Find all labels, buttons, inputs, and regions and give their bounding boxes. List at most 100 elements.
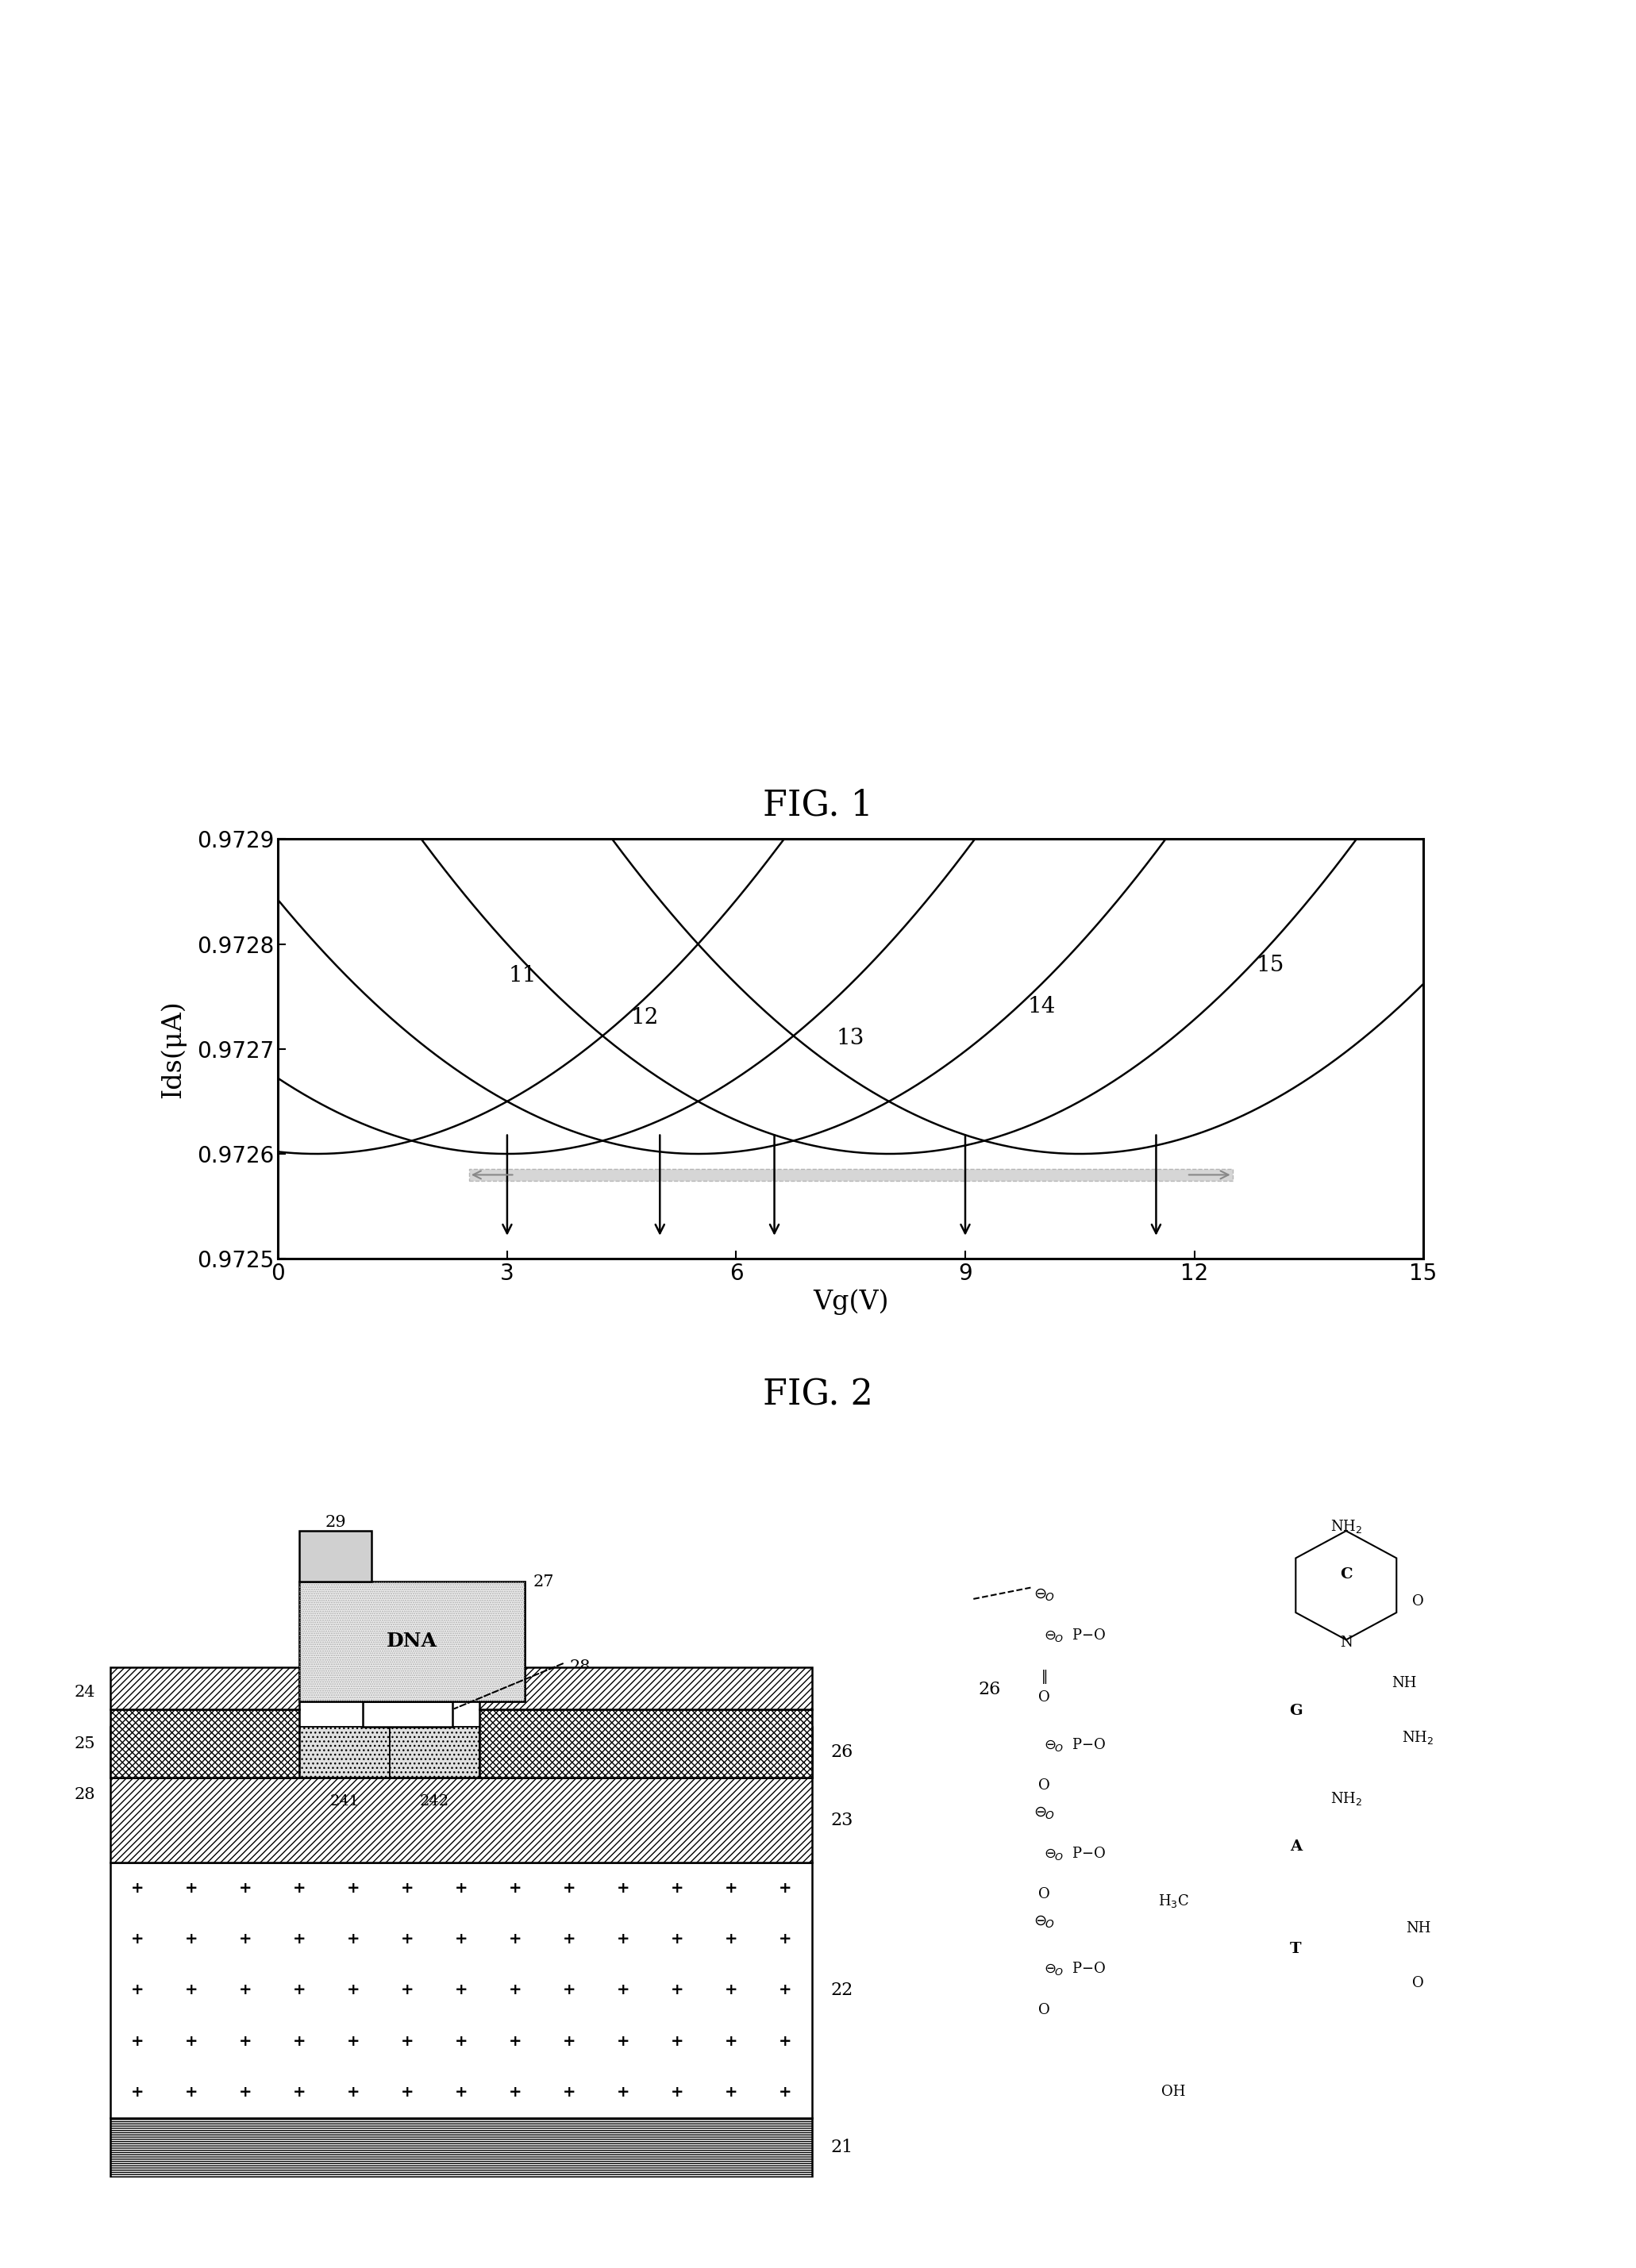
Y-axis label: Ids(μA): Ids(μA) — [160, 1000, 187, 1098]
Text: +: + — [347, 1982, 360, 1998]
Text: 13: 13 — [836, 1027, 865, 1050]
Text: +: + — [455, 2084, 468, 2100]
Text: 27: 27 — [533, 1574, 555, 1590]
Text: +: + — [455, 2034, 468, 2048]
Text: +: + — [131, 1982, 144, 1998]
Text: 241: 241 — [329, 1794, 360, 1810]
Text: $\ominus_{\!O}$: $\ominus_{\!O}$ — [1034, 1588, 1054, 1603]
Text: $\Vert$: $\Vert$ — [1040, 1667, 1047, 1685]
Text: $\ominus_{\!O}$  P$-$O: $\ominus_{\!O}$ P$-$O — [1044, 1735, 1106, 1753]
Text: 23: 23 — [831, 1812, 852, 1828]
Text: +: + — [725, 2084, 738, 2100]
Text: DNA: DNA — [386, 1633, 437, 1651]
Text: O: O — [1037, 1690, 1050, 1703]
Text: 14: 14 — [1027, 996, 1055, 1018]
Bar — [299, 1726, 389, 1778]
Text: +: + — [401, 2034, 414, 2048]
Text: +: + — [509, 2084, 522, 2100]
Text: +: + — [131, 2034, 144, 2048]
Text: $\ominus_{\!O}$  P$-$O: $\ominus_{\!O}$ P$-$O — [1044, 1960, 1106, 1978]
Text: FIG. 2: FIG. 2 — [762, 1377, 874, 1413]
Text: +: + — [563, 1880, 576, 1896]
Text: +: + — [779, 2034, 792, 2048]
Text: +: + — [455, 1982, 468, 1998]
Text: +: + — [293, 2034, 306, 2048]
Bar — [111, 2118, 813, 2177]
Text: +: + — [617, 2084, 630, 2100]
Text: +: + — [347, 2034, 360, 2048]
Bar — [389, 1726, 479, 1778]
Text: A: A — [1289, 1839, 1302, 1853]
Text: +: + — [671, 1982, 684, 1998]
Bar — [111, 1778, 813, 1862]
Text: +: + — [293, 1982, 306, 1998]
Text: +: + — [563, 2034, 576, 2048]
Text: +: + — [185, 1880, 198, 1896]
Text: +: + — [563, 1932, 576, 1946]
Bar — [111, 1710, 299, 1778]
Text: +: + — [131, 1880, 144, 1896]
Text: +: + — [185, 1932, 198, 1946]
Text: NH$_2$: NH$_2$ — [1330, 1789, 1363, 1808]
Text: +: + — [725, 1880, 738, 1896]
Text: T: T — [1289, 1941, 1302, 1955]
Text: G: G — [1289, 1703, 1302, 1717]
Bar — [111, 1862, 813, 2118]
Text: NH$_2$: NH$_2$ — [1330, 1517, 1363, 1535]
Text: N: N — [1340, 1635, 1353, 1649]
Text: +: + — [671, 2034, 684, 2048]
X-axis label: Vg(V): Vg(V) — [813, 1288, 888, 1315]
Bar — [479, 1667, 813, 1710]
Text: +: + — [293, 1932, 306, 1946]
Text: +: + — [725, 1932, 738, 1946]
Bar — [111, 1710, 299, 1778]
Bar — [111, 2118, 813, 2177]
Text: $\ominus_{\!O}$: $\ominus_{\!O}$ — [1034, 1914, 1054, 1930]
Text: +: + — [131, 1932, 144, 1946]
Text: $\ominus_{\!O}$  P$-$O: $\ominus_{\!O}$ P$-$O — [1044, 1844, 1106, 1862]
Text: +: + — [239, 1982, 252, 1998]
Text: +: + — [401, 1880, 414, 1896]
Text: 24: 24 — [75, 1685, 95, 1701]
Bar — [111, 1667, 299, 1710]
Text: +: + — [779, 1982, 792, 1998]
Bar — [111, 1778, 813, 1862]
Text: +: + — [347, 1880, 360, 1896]
Text: 12: 12 — [630, 1007, 659, 1027]
Bar — [479, 1710, 813, 1778]
Text: FIG. 1: FIG. 1 — [762, 787, 874, 823]
Text: H$_3$C: H$_3$C — [1158, 1892, 1189, 1910]
Bar — [479, 1667, 813, 1710]
Text: NH: NH — [1405, 1921, 1430, 1935]
Text: +: + — [725, 2034, 738, 2048]
Text: +: + — [239, 1880, 252, 1896]
Bar — [299, 1583, 524, 1701]
Bar — [299, 1531, 371, 1583]
Text: 22: 22 — [831, 1982, 852, 1998]
Text: +: + — [347, 2084, 360, 2100]
Text: +: + — [239, 2084, 252, 2100]
Text: +: + — [293, 2084, 306, 2100]
Text: +: + — [671, 2084, 684, 2100]
Bar — [470, 1168, 1232, 1182]
Text: 28: 28 — [569, 1660, 591, 1674]
Text: +: + — [131, 2084, 144, 2100]
Text: 28: 28 — [75, 1787, 95, 1803]
Text: +: + — [185, 2084, 198, 2100]
Text: 11: 11 — [509, 964, 537, 987]
Bar — [111, 1667, 299, 1710]
Text: +: + — [779, 1932, 792, 1946]
Text: +: + — [401, 1982, 414, 1998]
Text: O: O — [1037, 2003, 1050, 2016]
Text: +: + — [185, 2034, 198, 2048]
Bar — [111, 1726, 813, 1778]
Bar — [111, 1726, 813, 1778]
Bar — [479, 1710, 813, 1778]
Text: +: + — [779, 2084, 792, 2100]
Text: +: + — [347, 1932, 360, 1946]
Text: $\ominus_{\!O}$: $\ominus_{\!O}$ — [1034, 1805, 1054, 1821]
Text: +: + — [617, 2034, 630, 2048]
Text: 15: 15 — [1256, 955, 1284, 975]
Text: +: + — [563, 1982, 576, 1998]
Text: +: + — [671, 1932, 684, 1946]
